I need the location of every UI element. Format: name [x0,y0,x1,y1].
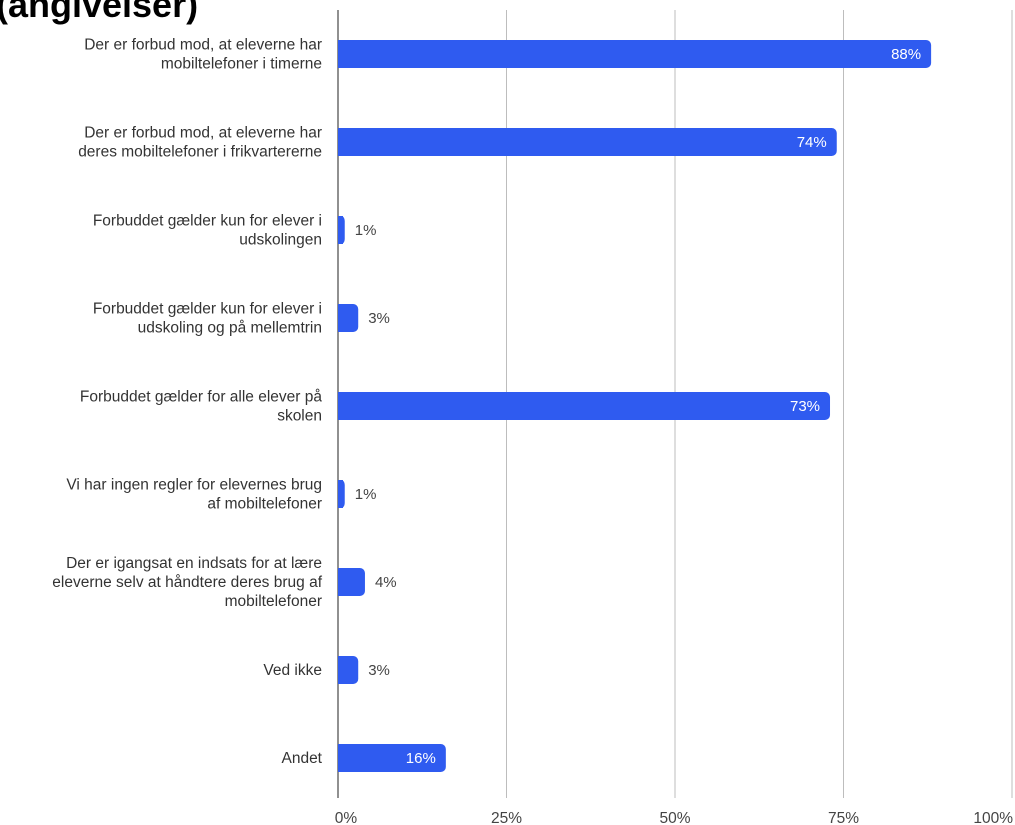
bar-left-edge [338,128,343,156]
bars: 88% 74% 1% 3% 73% 1% 4% 3% 16% [338,40,932,772]
category-label-line: Der er forbud mod, at eleverne har [84,125,322,142]
category-label-line: Der er igangsat en indsats for at lære [66,555,322,572]
chart-title-fragment: (angivelser) [0,0,198,25]
bar-value-label: 74% [797,134,827,151]
bar [338,744,446,772]
category-label: Der er igangsat en indsats for at lære el… [52,555,322,610]
bar-value-label: 1% [355,486,377,503]
bar-left-edge [338,392,343,420]
category-label-line: mobiltelefoner [225,593,322,610]
bar-left-edge [338,568,343,596]
bar-value-label: 4% [375,574,397,591]
category-label-line: Vi har ingen regler for elevernes brug [66,477,322,494]
category-label: Forbuddet gælder kun for elever i udskoli… [93,213,322,249]
bar [338,656,359,684]
category-label-line: Forbuddet gælder kun for elever i [93,213,322,230]
category-label-line: udskoling og på mellemtrin [138,320,322,337]
x-tick-label: 50% [659,810,690,825]
x-tick-label: 100% [973,810,1013,825]
bar [338,568,365,596]
bar-left-edge [338,656,343,684]
bar [338,304,359,332]
bar [338,128,837,156]
category-label: Forbuddet gælder kun for elever i udskoli… [93,301,322,337]
bar-left-edge [338,480,343,508]
category-label-line: deres mobiltelefoner i frikvartererne [78,144,322,161]
category-label: Vi har ingen regler for elevernes brug af… [66,477,322,513]
category-label-line: Forbuddet gælder for alle elever på [80,389,322,406]
category-label-line: skolen [277,408,322,425]
bar-left-edge [338,216,343,244]
category-label: Andet [281,750,322,767]
bar-value-label: 1% [355,222,377,239]
bar-value-label: 3% [368,662,390,679]
category-label-line: Forbuddet gælder kun for elever i [93,301,322,318]
bar-value-label: 88% [891,46,921,63]
bar-left-edge [338,744,343,772]
category-label: Der er forbud mod, at eleverne har deres … [78,125,322,161]
bar-value-label: 3% [368,310,390,327]
bar-left-edge [338,40,343,68]
category-label: Ved ikke [263,662,322,679]
category-label-line: Der er forbud mod, at eleverne har [84,37,322,54]
bar-left-edge [338,304,343,332]
x-tick-label: 75% [828,810,859,825]
x-tick-label: 0% [335,810,358,825]
bar-value-label: 16% [406,750,436,767]
category-labels: Der er forbud mod, at eleverne har mobilt… [52,37,322,768]
category-label-line: af mobiltelefoner [207,496,322,513]
bar [338,392,831,420]
category-label: Forbuddet gælder for alle elever på skole… [80,389,322,425]
category-label-line: udskolingen [239,232,322,249]
x-tick-label: 25% [491,810,522,825]
bar-value-label: 73% [790,398,820,415]
x-axis-ticks: 0% 25% 50% 75% 100% [335,810,1013,825]
category-label-line: mobiltelefoner i timerne [161,56,322,73]
category-label-line: eleverne selv at håndtere deres brug af [52,574,322,591]
bar [338,40,932,68]
category-label-line: Ved ikke [263,662,322,679]
category-label-line: Andet [281,750,322,767]
category-label: Der er forbud mod, at eleverne har mobilt… [84,37,322,73]
